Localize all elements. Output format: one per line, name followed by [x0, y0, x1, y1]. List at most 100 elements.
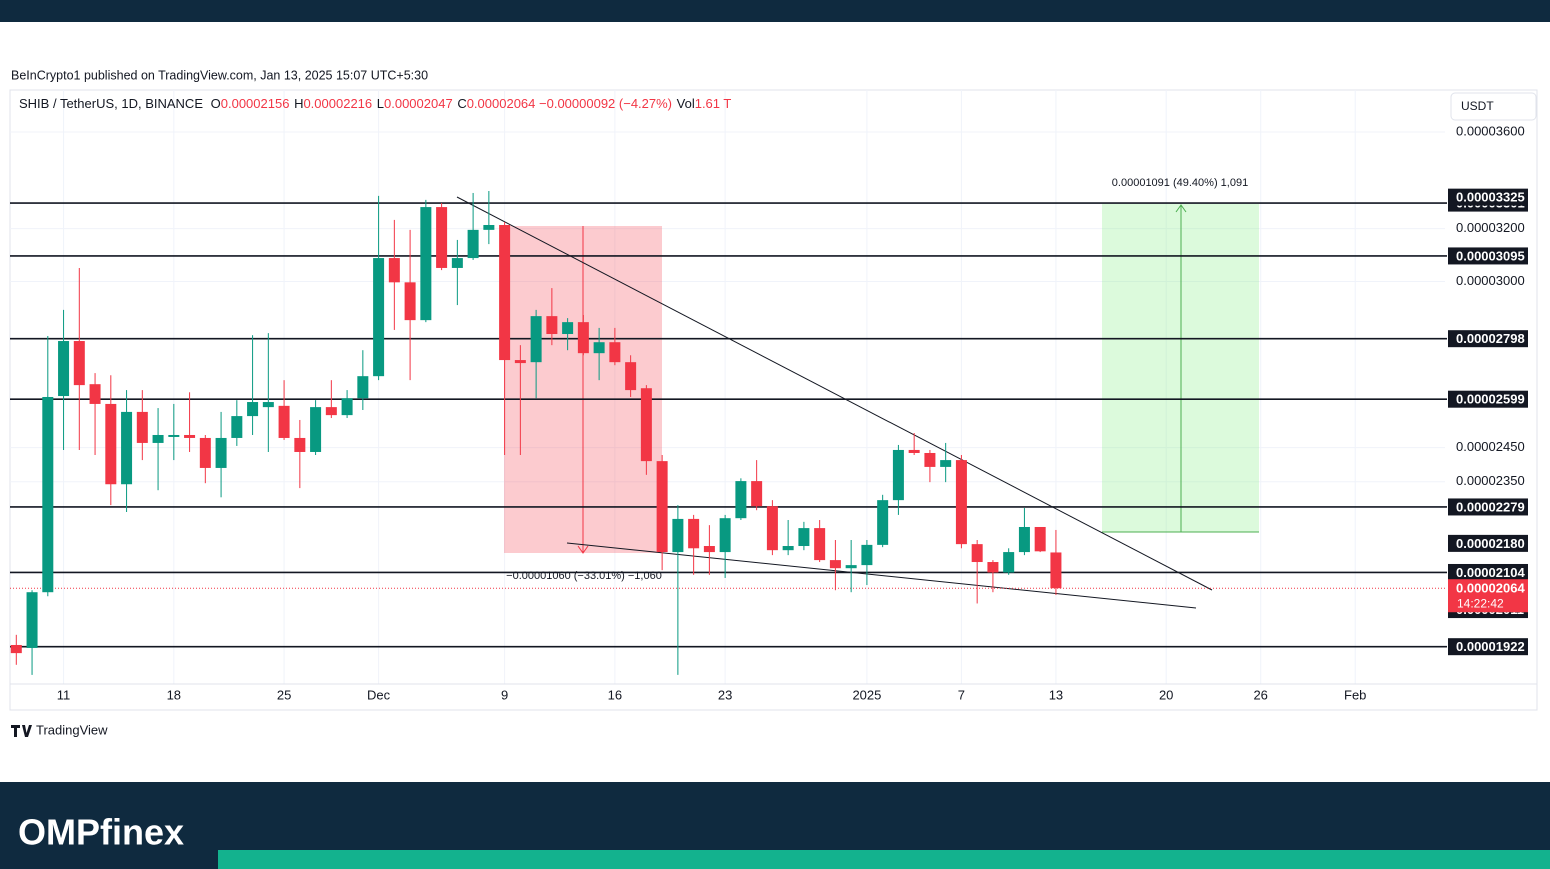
level-label: 0.00001922: [1456, 639, 1525, 654]
candle-body: [530, 316, 542, 363]
value: 0.00002216: [303, 96, 372, 111]
trendline-lower: [566, 542, 1197, 609]
candle-body: [577, 322, 589, 354]
candle-body: [814, 528, 826, 561]
candle-body: [688, 518, 700, 549]
candle-body: [310, 407, 322, 452]
levels: 0.000033010.000030950.000027980.00002599…: [10, 188, 1528, 656]
candle-body: [593, 342, 605, 354]
candle-body: [924, 452, 936, 467]
candle-body: [373, 258, 385, 377]
level-tag: [1448, 638, 1528, 656]
candle-body: [105, 403, 117, 485]
candles: [10, 191, 1062, 675]
candle-body: [514, 360, 526, 364]
candle-body: [782, 546, 794, 551]
drop-label: −0.00001060 (−33.01%) −1,060: [506, 570, 662, 582]
change: −0.00000092 (−4.27%): [539, 96, 672, 111]
candle-body: [436, 207, 448, 268]
candle-body: [845, 565, 857, 569]
candle-body: [262, 402, 274, 408]
candle-body: [908, 449, 920, 453]
candle-body: [231, 416, 243, 438]
grid: 0.00003600 0.00003200 0.00003000 0.00002450…: [10, 90, 1537, 702]
candle-body: [278, 405, 290, 438]
x-tick-label: Dec: [367, 687, 391, 702]
x-tick-label: 26: [1253, 687, 1267, 702]
drop-arrow-head: [577, 545, 589, 554]
candle-body: [703, 546, 715, 553]
level-label: 0.00002279: [1456, 499, 1525, 514]
y-tick-label: 0.00002350: [1456, 473, 1525, 488]
x-tick-label: 18: [167, 687, 181, 702]
candle-body: [152, 434, 164, 443]
candle-body: [404, 282, 416, 321]
candle-body: [1003, 552, 1015, 573]
top-bar: [0, 0, 1550, 22]
candle-body: [672, 518, 684, 553]
candle-body: [451, 258, 463, 268]
level-label: 0.00002798: [1456, 331, 1525, 346]
last-price-label: 0.00002064: [1456, 581, 1525, 596]
candle-body: [987, 562, 999, 573]
level-label: 0.00002104: [1456, 565, 1525, 580]
level-label: 0.00003095: [1456, 248, 1525, 263]
published-note: BeInCrypto1 published on TradingView.com…: [11, 68, 428, 82]
key: O: [211, 96, 221, 111]
footer-strip: [218, 850, 1550, 869]
x-tick-label: Feb: [1344, 687, 1366, 702]
x-tick-label: 7: [958, 687, 965, 702]
chart-frame: [9, 89, 1538, 711]
candle-body: [656, 461, 668, 553]
candle-body: [58, 341, 70, 397]
x-tick-label: 16: [608, 687, 622, 702]
key: Vol: [677, 96, 695, 111]
x-tick-label: 11: [57, 687, 71, 702]
level-tag: [1448, 247, 1528, 265]
candle-body: [1050, 552, 1062, 589]
target-arrow-head: [1175, 204, 1187, 213]
price-tag: [1448, 534, 1528, 552]
x-tick-label: 2025: [852, 687, 881, 702]
logo: OMPfinex: [18, 812, 184, 853]
candle-body: [766, 506, 778, 551]
level-tag: [1448, 390, 1528, 408]
countdown: 14:22:42: [1457, 596, 1504, 610]
currency-button[interactable]: [1450, 92, 1537, 121]
level-label: 0.00002599: [1456, 392, 1525, 407]
y-tick-label: 0.00002450: [1456, 439, 1525, 454]
candle-body: [1034, 526, 1046, 552]
candle-body: [625, 362, 637, 391]
x-tick-label: 25: [277, 687, 291, 702]
value: 0.00002156: [221, 96, 290, 111]
candle-body: [341, 398, 353, 416]
candle-body: [892, 449, 904, 501]
candle-body: [798, 528, 810, 547]
candle-body: [562, 322, 574, 335]
tradingview-brand: TradingView: [11, 722, 108, 737]
candle-body: [10, 644, 22, 654]
candle-body: [388, 258, 400, 283]
currency[interactable]: USDT: [1461, 99, 1494, 113]
value: 0.00002047: [384, 96, 453, 111]
candle-body: [751, 481, 763, 507]
level-tag: [1448, 330, 1528, 348]
candle-body: [861, 544, 873, 566]
candle-body: [420, 207, 432, 321]
candle-body: [26, 592, 38, 648]
key: C: [457, 96, 466, 111]
key: H: [294, 96, 303, 111]
candle-body: [121, 411, 133, 485]
y-tick-label: 0.00003600: [1456, 123, 1525, 138]
candle-body: [640, 388, 652, 462]
price-tag: [1448, 188, 1528, 206]
brand-icon: [11, 725, 32, 737]
candle-body: [357, 376, 369, 399]
x-tick-label: 13: [1049, 687, 1063, 702]
value: 0.00002064: [467, 96, 536, 111]
level-tag: [1448, 498, 1528, 516]
candle-body: [89, 384, 101, 404]
candle-body: [42, 396, 54, 593]
candle-body: [955, 460, 967, 545]
